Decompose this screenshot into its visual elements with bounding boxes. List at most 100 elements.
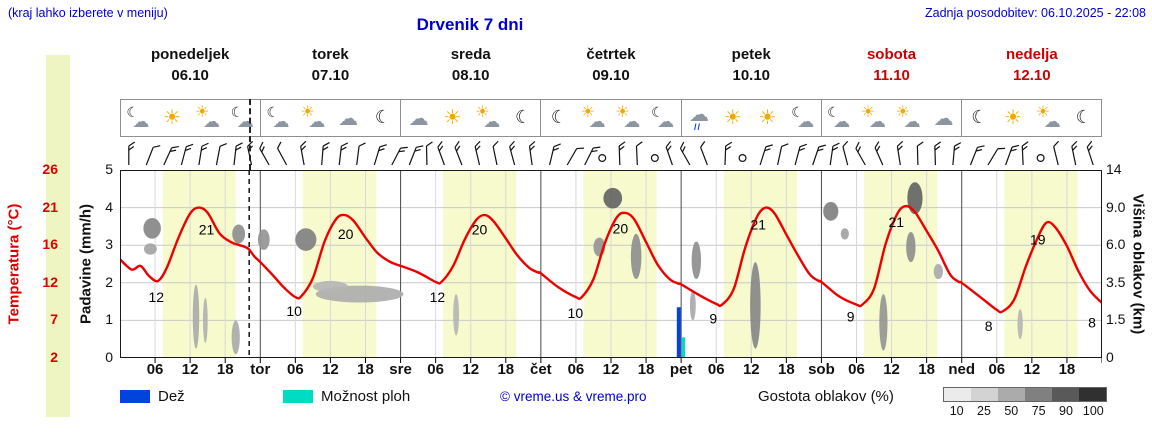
temperature-value-label: 20 [613, 220, 629, 236]
x-hour-label: 12 [883, 361, 900, 378]
wind-barb-icon [180, 143, 194, 166]
cloud-density-value: 25 [977, 404, 991, 418]
wind-barb-icon [259, 141, 270, 166]
cloud-density-segment [1025, 388, 1052, 401]
weather-icon-sun-cloud: ☀ ☁ [860, 104, 886, 131]
wind-barb-icon [1005, 144, 1020, 166]
day-date: 12.10 [1013, 67, 1051, 84]
cloud-density-value: 75 [1031, 404, 1046, 418]
day-header-column: sobota 11.10 [821, 46, 961, 84]
day-header-column: petek 10.10 [681, 46, 821, 84]
wind-barb-icon [321, 142, 330, 166]
weather-icon-cloud: ☁ [338, 108, 359, 130]
cloud-blob [295, 228, 317, 251]
day-header-column: torek 07.10 [260, 46, 400, 84]
day-name: petek [731, 46, 771, 63]
day-name: sreda [450, 46, 491, 63]
cloud-blob [203, 297, 208, 343]
wind-barb-icon [528, 140, 536, 166]
daylight-band [864, 170, 938, 358]
day-date: 08.10 [451, 67, 490, 84]
x-hour-label: 18 [1058, 361, 1076, 378]
wind-barb-icon [454, 141, 463, 166]
weather-icon-moon: ☾ [971, 107, 988, 127]
weather-icons-row: ☾ ☁ ☀ ☀ ☁ ☾ ☁ ☾ ☁ ☀ ☁ ☁ ☾ ☁ ☀ ☀ ☁ ☾ ☾ ☀ ☁ ☀ ☁ ☾ ☁ ☁//☀ ☀ ☾ ☁ ☾ ☁ ☀ ☁ ☀ ☁ ☁ ☾… [120, 99, 1102, 137]
wind-barb-icon [987, 147, 1006, 166]
temperature-value-label: 20 [472, 221, 488, 237]
temperature-value-label: 12 [148, 289, 164, 305]
weather-icon-cloud-moon: ☾ ☁ [126, 104, 150, 131]
showers-legend-swatch [283, 390, 313, 403]
precipitation-tick: 3 [105, 236, 113, 253]
x-hour-label: 06 [567, 361, 585, 378]
wind-barb-icon [492, 140, 499, 166]
copyright-link[interactable]: © vreme.us & vreme.pro [500, 389, 647, 404]
temperature-value-label: 9 [847, 309, 855, 325]
wind-barb-icon [896, 140, 904, 166]
weather-icon-sun: ☀ [443, 107, 462, 129]
wind-barb-icon [618, 141, 626, 166]
x-hour-label: 12 [181, 361, 199, 378]
cloud-blob [689, 290, 696, 321]
wind-barb-icon [934, 141, 942, 166]
weather-icon-sun-cloud: ☀ ☁ [194, 104, 220, 131]
weather-icon-sun: ☀ [723, 107, 742, 129]
temperature-value-label: 19 [1030, 232, 1046, 248]
day-icons-cell: ☾ ☀ ☀ ☁ ☾ [960, 99, 1102, 137]
cloud-blob [907, 182, 923, 215]
cloud-density-scale [943, 387, 1107, 402]
calm-wind-icon [738, 154, 747, 163]
weather-icon-sun-cloud: ☀ ☁ [580, 104, 606, 131]
weather-icon-sun-cloud: ☀ ☁ [300, 104, 326, 131]
cloud-density-value: 100 [1082, 404, 1104, 418]
x-hour-label: 12 [602, 361, 620, 378]
calm-wind-icon [650, 154, 659, 163]
temperature-value-label: 20 [338, 226, 354, 242]
rain-legend-swatch [120, 390, 150, 403]
temperature-tick: 12 [42, 273, 58, 290]
wind-barb-icon [509, 140, 516, 166]
wind-barb-icon [163, 145, 179, 166]
day-header-column: četrtek 09.10 [541, 46, 681, 84]
cloud-blob [312, 280, 348, 293]
cloud-density-segment [998, 388, 1025, 401]
cloud-density-segment [944, 388, 971, 401]
current-time-line [249, 99, 251, 170]
wind-barb-icon [233, 142, 243, 166]
cloud-density-values: 10 25 50 75 90 100 [943, 404, 1107, 418]
temperature-value-label: 9 [709, 311, 717, 327]
cloud-density-value: 90 [1059, 404, 1073, 418]
wind-barb-icon [874, 141, 884, 166]
x-hour-label: 06 [848, 361, 865, 378]
cloud-height-tick: 14 [1106, 161, 1122, 177]
day-icons-cell: ☁// ☀ ☀ ☾ ☁ [680, 99, 822, 137]
day-header-column: sreda 08.10 [401, 46, 541, 84]
cloud-blob [906, 232, 916, 263]
wind-barbs-row [128, 140, 1094, 166]
x-hour-label: 12 [1023, 361, 1041, 378]
day-date: 06.10 [171, 67, 209, 84]
x-hour-label: 18 [637, 361, 655, 378]
day-header-column: nedelja 12.10 [962, 46, 1102, 84]
x-hour-label: 18 [357, 361, 374, 378]
cloud-blob [823, 201, 839, 221]
wind-barb-icon [145, 145, 161, 166]
daylight-band [302, 170, 377, 358]
cloud-blob [1017, 309, 1023, 340]
cloud-blob [750, 262, 761, 349]
day-icons-cell: ☾ ☁ ☀ ☁ ☁ ☾ [260, 99, 402, 137]
wind-barb-icon [1071, 140, 1078, 166]
precipitation-tick: 5 [105, 161, 113, 177]
precipitation-ticks: 5 4 3 2 1 0 [96, 161, 113, 365]
temperature-value-label: 10 [568, 305, 584, 321]
wind-barb-icon [1053, 140, 1059, 166]
weather-icon-moon: ☾ [550, 107, 567, 127]
day-name: sobota [866, 46, 917, 63]
wind-barb-icon [700, 141, 708, 166]
wind-barb-icon [300, 140, 307, 166]
day-headers-row: ponedeljek 06.10 torek 07.10 sreda 08.10 četrt… [120, 46, 1102, 84]
day-name: nedelja [1005, 46, 1058, 63]
wind-barb-icon [356, 142, 366, 166]
day-icons-cell: ☾ ☁ ☀ ☀ ☁ ☾ ☁ [120, 99, 262, 137]
temperature-curve [120, 204, 1102, 314]
